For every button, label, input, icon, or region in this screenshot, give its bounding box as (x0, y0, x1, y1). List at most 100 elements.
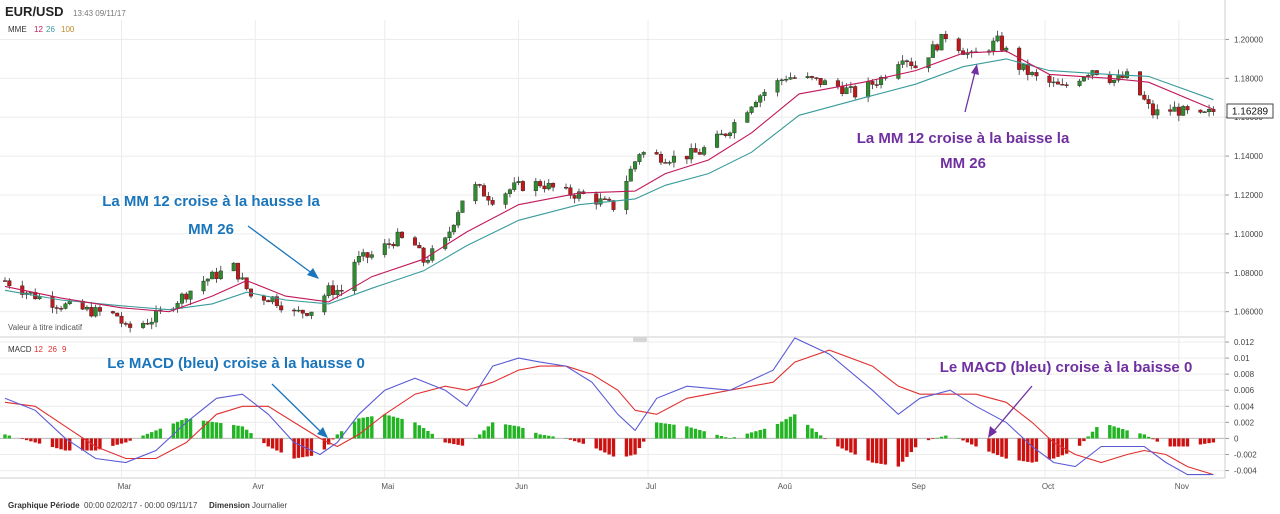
candle-body (758, 95, 763, 103)
candle (702, 145, 707, 157)
candle-body (896, 64, 901, 79)
candle-body (1034, 72, 1039, 77)
macd-histogram-bar (672, 424, 676, 439)
candle-body (1198, 109, 1203, 113)
candle-body (154, 310, 159, 323)
macd-histogram-bar (201, 420, 206, 439)
candle-body (991, 40, 996, 52)
candle (822, 78, 827, 85)
candle (365, 252, 370, 264)
macd-tick-label: 0.012 (1234, 338, 1255, 347)
candle (879, 75, 884, 89)
macd-histogram-bar (1138, 433, 1142, 439)
macd-tick-label: 0.008 (1234, 370, 1255, 379)
candle-body (598, 198, 603, 205)
candle (400, 231, 405, 239)
price-tick-label: 1.06000 (1234, 308, 1263, 317)
candle (684, 155, 689, 164)
macd-histogram-bar (426, 430, 430, 439)
macd-histogram-bar (698, 429, 702, 439)
macd-histogram-bar (1108, 425, 1112, 439)
macd-histogram-bar (279, 438, 283, 453)
macd-histogram-bar (564, 438, 568, 439)
macd-histogram-bar (387, 415, 391, 439)
x-tick-label: Sep (911, 482, 926, 491)
candle-body (7, 280, 12, 287)
candle-body (261, 296, 266, 301)
candle-body (879, 77, 884, 85)
candle-body (3, 280, 7, 282)
candle-body (732, 122, 737, 134)
candle-body (715, 133, 720, 148)
macd-histogram-bar (607, 438, 611, 455)
macd-histogram-bar (1146, 436, 1151, 439)
macd-tick-label: 0.002 (1234, 418, 1255, 427)
indicator-mme-label[interactable]: MME (8, 25, 27, 34)
candle (689, 143, 694, 164)
candle (214, 267, 219, 283)
price-tick-label: 1.10000 (1234, 230, 1263, 239)
candle (326, 282, 331, 299)
candle (594, 191, 599, 210)
macd-histogram-bar (849, 438, 853, 453)
candle-body (352, 261, 357, 291)
candle (123, 321, 128, 327)
candle-body (300, 309, 305, 314)
candle (779, 78, 784, 86)
macd-histogram-bar (818, 435, 823, 439)
candle (1172, 101, 1177, 112)
candle (443, 236, 448, 251)
candle (115, 312, 120, 317)
annotation-macd-cross-down: Le MACD (bleu) croise à la baisse 0 (940, 359, 1192, 438)
candle (633, 160, 638, 172)
candle-body (1202, 111, 1207, 113)
candle (356, 250, 361, 266)
macd-histogram-bar (814, 431, 819, 439)
macd-histogram-bar (400, 418, 404, 439)
annotation-macd-cross-up: Le MACD (bleu) croise à la hausse 0 (107, 355, 365, 438)
candle (93, 304, 98, 318)
candle (205, 278, 210, 286)
macd-tick-label: 0.004 (1234, 402, 1255, 411)
macd-histogram-bar (693, 428, 698, 439)
candle (909, 57, 914, 70)
candle (296, 306, 301, 313)
candle (179, 292, 184, 309)
macd-histogram-bar (236, 425, 240, 439)
macd-histogram-bar (98, 438, 102, 450)
candle-body (279, 305, 284, 311)
indicator-macd-label[interactable]: MACD (8, 345, 32, 354)
candle-body (784, 79, 789, 81)
candle (904, 59, 909, 68)
macd-histogram-bar (154, 430, 158, 439)
candle (1146, 95, 1151, 109)
macd-histogram-bar (421, 428, 426, 439)
candle-body (141, 323, 146, 328)
macd-tick-label: 0 (1234, 434, 1239, 443)
candle (456, 210, 461, 229)
candle-body (1150, 103, 1155, 116)
candle-body (339, 290, 344, 292)
candle-body (1185, 106, 1190, 111)
candle (330, 280, 335, 299)
candle-body (671, 155, 676, 163)
candle (611, 200, 616, 212)
x-tick-label: Mar (118, 482, 132, 491)
macd-histogram-bar (460, 438, 465, 446)
candle (59, 305, 64, 312)
macd-histogram-bar (262, 438, 266, 444)
candle (1176, 103, 1181, 122)
macd-histogram-bar (119, 438, 124, 444)
panel-resize-handle[interactable] (633, 337, 647, 342)
macd-histogram-bar (275, 438, 279, 451)
candle (723, 133, 728, 138)
macd-histogram-bar (1168, 438, 1172, 447)
mme-param-100: 100 (61, 25, 75, 34)
candle-body (611, 200, 616, 210)
candle-body (421, 247, 426, 263)
candle-body (507, 189, 512, 194)
candle-body (425, 260, 430, 263)
macd-histogram-bar (331, 438, 335, 440)
candle-body (654, 152, 659, 155)
candle-body (818, 78, 823, 85)
